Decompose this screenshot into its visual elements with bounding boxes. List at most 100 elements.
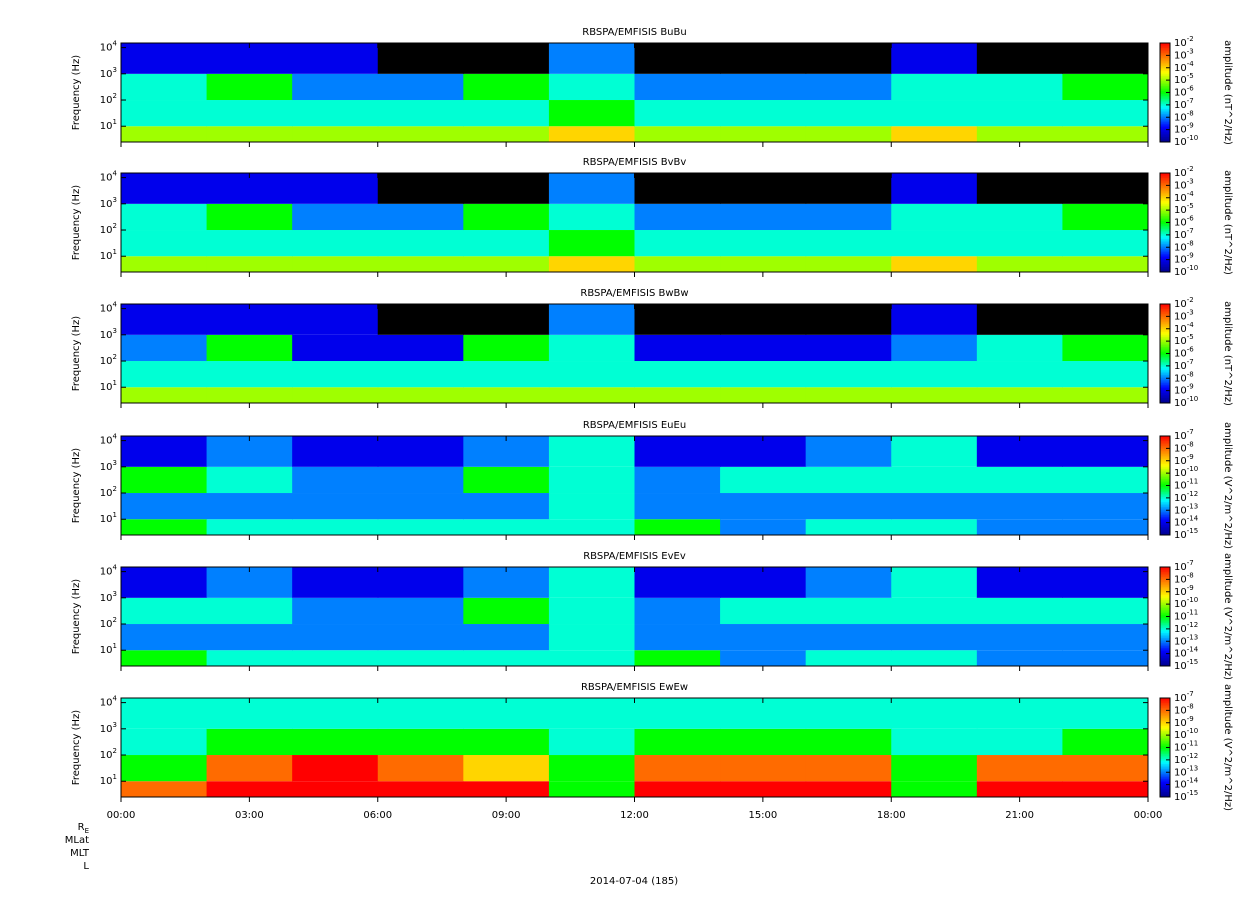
colorbar-swatch — [1160, 783, 1170, 786]
colorbar-swatch — [1160, 795, 1170, 798]
colorbar-swatch — [1160, 571, 1170, 575]
colorbar-swatch — [1160, 598, 1170, 601]
heat-cell — [548, 436, 635, 467]
panel-title: RBSPA/EMFISIS BvBv — [583, 157, 687, 168]
heat-cell — [976, 387, 1063, 403]
colorbar-swatch — [1160, 260, 1170, 263]
colorbar-swatch — [1160, 379, 1170, 383]
colorbar-swatch — [1160, 455, 1170, 458]
colorbar-swatch — [1160, 585, 1170, 588]
colorbar-swatch — [1160, 361, 1170, 364]
colorbar-swatch — [1160, 270, 1170, 273]
colorbar-tick-label: 10-2 — [1174, 296, 1194, 310]
heat-cell — [292, 361, 379, 388]
colorbar-swatch — [1160, 107, 1170, 110]
colorbar-swatch — [1160, 609, 1170, 613]
colorbar-tick-label: 10-6 — [1174, 85, 1194, 99]
heat-cell — [805, 387, 892, 403]
colorbar-swatch — [1160, 773, 1170, 777]
colorbar-swatch — [1160, 247, 1170, 250]
colorbar-tick-label: 10-15 — [1174, 658, 1198, 672]
heat-cell — [463, 650, 550, 666]
heat-cell — [720, 100, 807, 127]
colorbar-swatch — [1160, 702, 1170, 706]
colorbar-swatch — [1160, 442, 1170, 445]
colorbar-swatch — [1160, 608, 1170, 611]
colorbar-tick-label: 10-10 — [1174, 395, 1198, 409]
heat-cell — [206, 781, 293, 797]
colorbar-swatch — [1160, 323, 1170, 326]
heat-cell — [548, 361, 635, 388]
colorbar-swatch — [1160, 626, 1170, 629]
colorbar-swatch — [1160, 646, 1170, 649]
colorbar-swatch — [1160, 399, 1170, 402]
colorbar-tick-label: 10-12 — [1174, 752, 1198, 766]
heat-cell — [976, 256, 1063, 272]
heat-cell — [634, 650, 721, 666]
heat-cell — [720, 519, 807, 535]
colorbar-swatch — [1160, 570, 1170, 573]
colorbar-tick-label: 10-6 — [1174, 346, 1194, 360]
heat-cell — [891, 624, 978, 651]
colorbar-swatch — [1160, 706, 1170, 709]
heat-cell — [121, 567, 208, 598]
heat-cell — [805, 781, 892, 797]
colorbar-tick-label: 10-12 — [1174, 621, 1198, 635]
colorbar-swatch — [1160, 651, 1170, 654]
heat-cell — [292, 334, 379, 362]
colorbar-swatch — [1160, 62, 1170, 65]
heat-cell — [805, 650, 892, 666]
heat-cell — [121, 597, 208, 625]
colorbar-swatch — [1160, 492, 1170, 495]
colorbar-tick-label: 10-14 — [1174, 515, 1199, 529]
heat-cell — [121, 387, 208, 403]
heat-cell — [121, 781, 208, 797]
heat-cell — [1062, 493, 1149, 520]
heat-cell — [548, 567, 635, 598]
colorbar-swatch — [1160, 469, 1170, 472]
heat-cell — [891, 256, 978, 272]
colorbar-swatch — [1160, 502, 1170, 505]
colorbar-swatch — [1160, 444, 1170, 447]
colorbar-swatch — [1160, 130, 1170, 133]
colorbar-swatch — [1160, 575, 1170, 578]
colorbar-swatch — [1160, 128, 1170, 131]
colorbar-swatch — [1160, 772, 1170, 775]
y-tick-label: 104 — [100, 433, 118, 447]
colorbar-swatch — [1160, 439, 1170, 442]
colorbar-tick-label: 10-10 — [1174, 264, 1198, 278]
heat-cell — [206, 436, 293, 467]
colorbar-swatch — [1160, 189, 1170, 192]
colorbar-swatch — [1160, 657, 1170, 660]
colorbar-swatch — [1160, 113, 1170, 117]
colorbar-swatch — [1160, 176, 1170, 179]
heat-cell — [634, 755, 721, 782]
colorbar-swatch — [1160, 436, 1170, 439]
colorbar-swatch — [1160, 262, 1170, 265]
colorbar-tick-label: 10-9 — [1174, 453, 1194, 467]
heat-cell — [720, 256, 807, 272]
colorbar-swatch — [1160, 716, 1170, 719]
panel-title: RBSPA/EMFISIS BwBw — [580, 288, 688, 299]
colorbar-swatch — [1160, 234, 1170, 237]
heat-cell — [891, 519, 978, 535]
heat-cell — [121, 755, 208, 782]
colorbar-swatch — [1160, 56, 1170, 59]
colorbar-label: amplitude (V^2/m^2/Hz) — [1222, 684, 1233, 811]
colorbar-swatch — [1160, 530, 1170, 533]
colorbar-swatch — [1160, 623, 1170, 626]
heat-cell — [548, 493, 635, 520]
colorbar-swatch — [1160, 750, 1170, 753]
colorbar-swatch — [1160, 67, 1170, 70]
colorbar-swatch — [1160, 133, 1170, 136]
colorbar-tick-label: 10-4 — [1174, 190, 1194, 204]
ephemeris-label: L — [83, 861, 89, 872]
heat-cell — [805, 698, 892, 729]
colorbar-swatch — [1160, 381, 1170, 384]
heat-cell — [206, 73, 293, 101]
colorbar-swatch — [1160, 206, 1170, 209]
colorbar-swatch — [1160, 485, 1170, 488]
colorbar-swatch — [1160, 497, 1170, 500]
colorbar-swatch — [1160, 174, 1170, 177]
colorbar-swatch — [1160, 595, 1170, 598]
